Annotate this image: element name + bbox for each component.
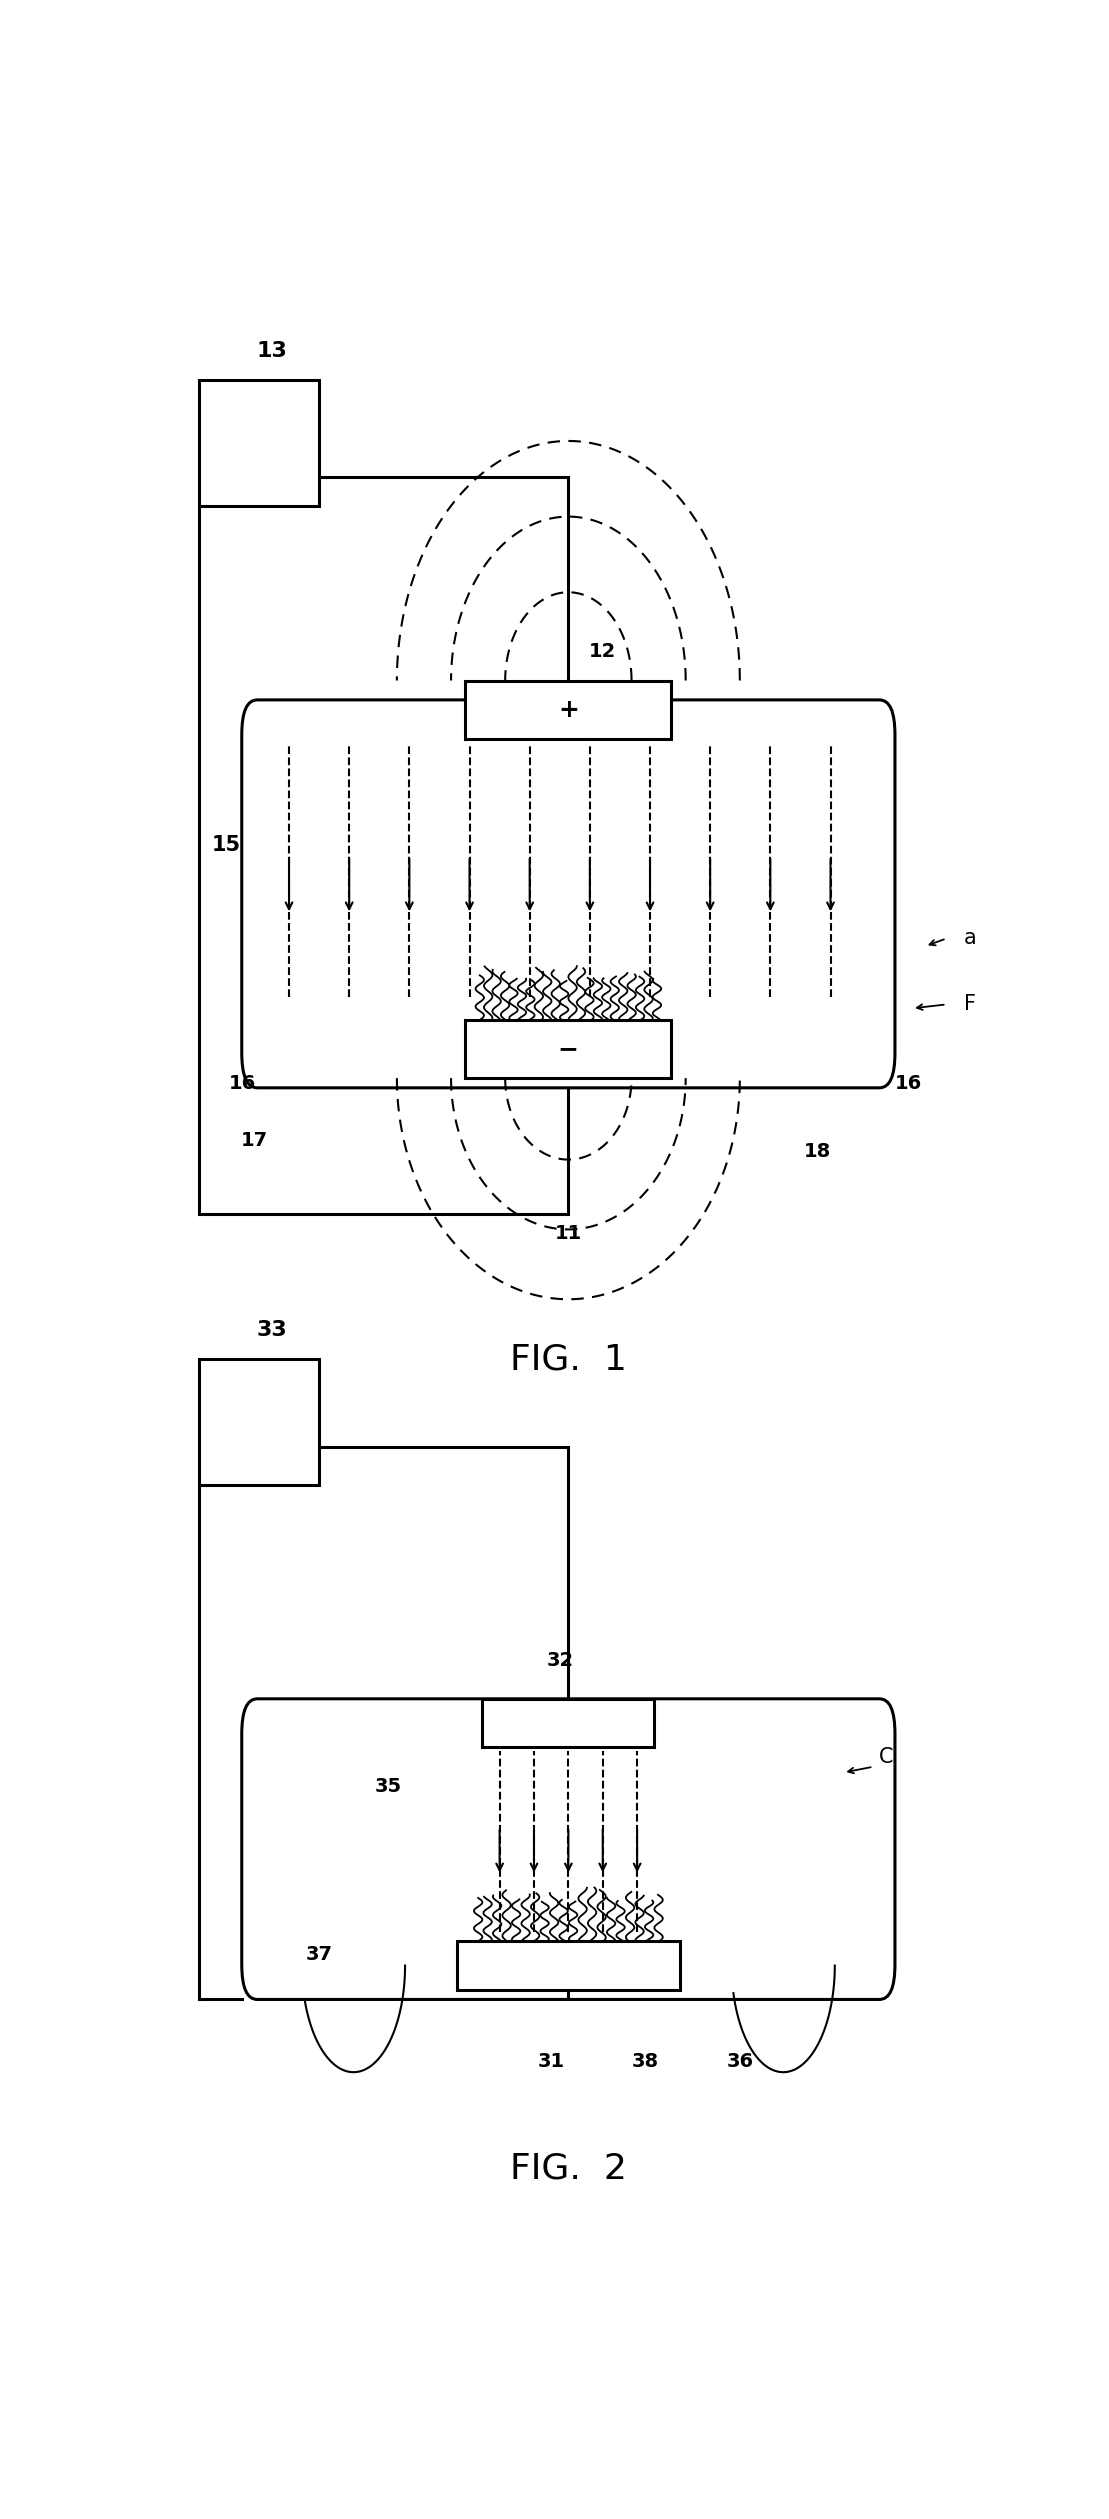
Text: 16: 16 [228,1076,256,1093]
Text: 18: 18 [804,1141,832,1161]
Text: 16: 16 [895,1076,923,1093]
Text: 15: 15 [212,836,241,856]
Text: F: F [964,995,976,1015]
Bar [457,1942,680,1990]
Text: +: + [558,698,579,720]
Text: 12: 12 [589,642,617,660]
Text: 31: 31 [538,2053,564,2071]
Text: FIG.  2: FIG. 2 [510,2151,627,2184]
Text: 36: 36 [726,2053,754,2071]
Text: 37: 37 [306,1945,333,1965]
Text: −: − [558,1038,579,1060]
Bar [466,680,671,738]
Bar [466,1020,671,1078]
Text: 35: 35 [375,1776,401,1796]
Bar [199,380,319,506]
Text: a: a [964,930,976,950]
Text: 13: 13 [256,340,287,360]
Text: 38: 38 [632,2053,659,2071]
Text: 11: 11 [554,1224,582,1242]
Text: FIG.  1: FIG. 1 [510,1343,627,1375]
Text: C: C [879,1748,894,1766]
Text: 33: 33 [256,1320,287,1340]
Bar [482,1698,654,1748]
Text: 17: 17 [241,1131,268,1149]
Text: 32: 32 [547,1650,573,1670]
Bar [199,1360,319,1486]
